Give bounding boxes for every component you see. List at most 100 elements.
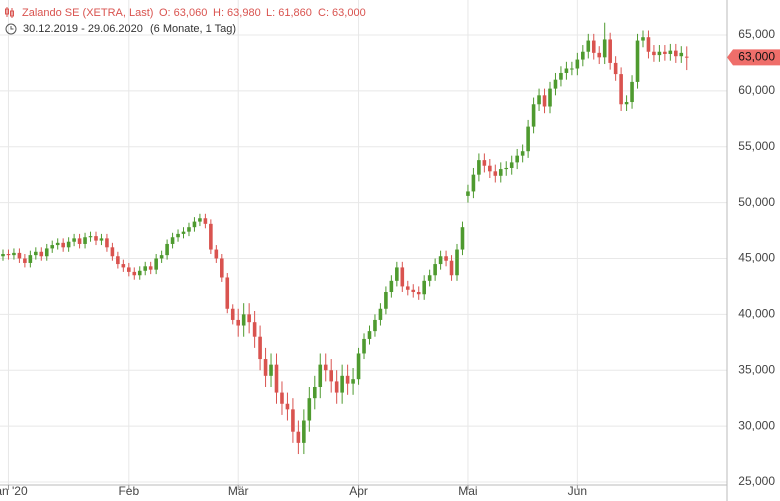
candle-body (236, 319, 241, 326)
y-tick-label: 55,000 (738, 139, 775, 153)
candle-body (509, 162, 514, 168)
x-tick-label: Jun (568, 484, 587, 498)
candle-body (302, 420, 306, 443)
candle-body (159, 255, 164, 259)
candle-body (624, 102, 629, 105)
candle-body (444, 256, 448, 261)
candle-body (44, 248, 49, 257)
quote-high: H: 63,980 (213, 7, 261, 19)
candle-body (630, 81, 634, 103)
candle-body (154, 258, 158, 270)
candle-body (220, 258, 224, 278)
candle-body (116, 256, 120, 265)
candle-body (214, 249, 219, 259)
y-tick-label: 25,000 (738, 474, 775, 488)
last-price-label: 63,000 (738, 50, 775, 64)
candle-body (274, 364, 279, 393)
candle-body (657, 51, 662, 56)
y-tick-label: 40,000 (738, 307, 775, 321)
candle-body (602, 39, 607, 58)
candle-body (613, 62, 618, 75)
quote-open: O: 63,060 (159, 7, 207, 19)
candle-body (241, 314, 246, 326)
candle-body (351, 379, 355, 384)
candle-body (77, 238, 82, 244)
candles (1, 22, 689, 455)
y-tick-label: 60,000 (738, 83, 775, 97)
span: (6 Monate, 1 Tag) (150, 23, 236, 35)
candle-body (422, 280, 426, 295)
candle-body (520, 151, 525, 156)
candle-body (378, 308, 383, 320)
candle-body (99, 238, 104, 241)
candle-body (127, 267, 131, 272)
candle-body (537, 95, 541, 105)
candle-body (619, 74, 623, 105)
candle-body (230, 308, 235, 320)
candle-body (83, 237, 87, 244)
candle-body (400, 267, 405, 287)
candle-body (285, 403, 290, 410)
candle-body (307, 398, 312, 421)
candle-body (548, 88, 552, 107)
y-tick-label: 65,000 (738, 27, 775, 41)
candle-body (498, 169, 503, 176)
candle-body (170, 237, 175, 244)
candle-body (181, 231, 186, 234)
candle-body (488, 165, 492, 172)
candle-body (384, 292, 388, 309)
header: Zalando SE (XETRA, Last) O: 63,060 H: 63… (5, 7, 366, 35)
quote-close: C: 63,000 (318, 7, 366, 19)
candle-body (121, 264, 126, 268)
candle-body (340, 375, 344, 393)
candle-body (312, 386, 317, 399)
candle-body (72, 238, 76, 242)
candle-body (17, 252, 22, 259)
candle-body (635, 40, 640, 82)
candle-body (575, 59, 580, 69)
x-tick-label: Feb (118, 484, 139, 498)
candle-body (137, 270, 142, 276)
candle-body (280, 392, 284, 404)
candle-body (23, 258, 27, 263)
candle-body (34, 251, 38, 256)
candle-body (389, 280, 394, 293)
candle-body (247, 314, 251, 323)
x-tick-label: Apr (349, 484, 368, 498)
candle-body (318, 364, 323, 387)
candle-body (110, 247, 115, 257)
candle-body (504, 167, 509, 170)
candle-body (373, 319, 377, 332)
candle-body (143, 266, 148, 271)
candle-body (395, 267, 399, 281)
candle-body (88, 236, 93, 238)
candle-body (263, 359, 268, 376)
candle-body (165, 243, 169, 256)
candle-body (482, 160, 487, 166)
candle-body (1, 254, 5, 257)
candle-body (455, 249, 459, 276)
clock-icon (5, 23, 17, 35)
candle-body (515, 155, 519, 163)
candle-body (591, 40, 596, 53)
candle-body (6, 254, 11, 256)
x-tick-label: Mär (228, 484, 249, 498)
last-price-tag (727, 49, 780, 66)
y-tick-label: 45,000 (738, 251, 775, 265)
candle-body (203, 218, 208, 224)
title: Zalando SE (XETRA, Last) (22, 7, 153, 19)
candle-body (581, 51, 585, 60)
candle-body (668, 50, 673, 54)
candle-body (345, 375, 350, 384)
candle-body (553, 79, 558, 89)
date-range: 30.12.2019 - 29.06.2020 (23, 23, 143, 35)
candle-body (608, 39, 612, 63)
candle-body (296, 431, 301, 443)
candle-body (39, 251, 44, 257)
candle-body (132, 271, 137, 276)
candle-body (187, 227, 191, 232)
quote-low: L: 61,860 (266, 7, 312, 19)
candle-body (105, 238, 109, 248)
y-tick-label: 35,000 (738, 362, 775, 376)
candle-body (449, 260, 454, 276)
